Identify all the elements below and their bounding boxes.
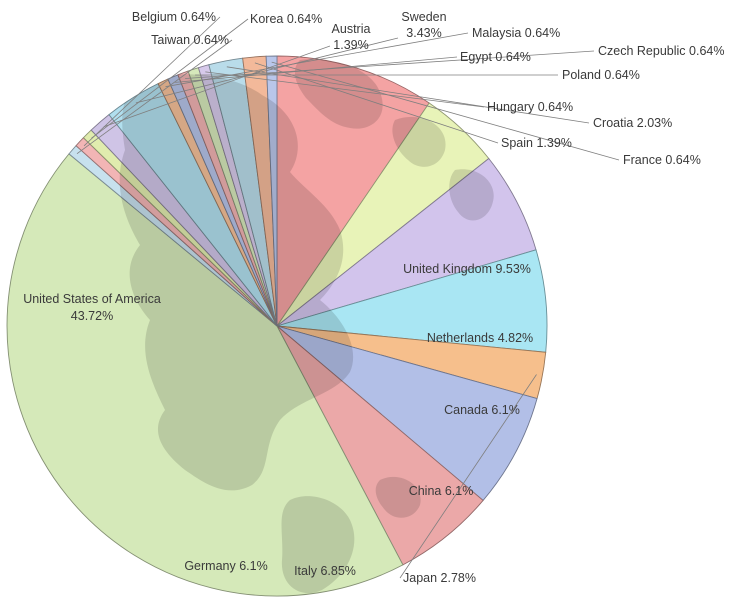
pie-slices: [6, 55, 548, 597]
data-label-france: France 0.64%: [623, 153, 701, 167]
leader-line-austria: [103, 45, 331, 128]
data-label-spain: Spain 1.39%: [501, 136, 572, 150]
leader-line-taiwan: [76, 39, 233, 155]
data-labels: United Kingdom 9.53% Netherlands 4.82% Can…: [23, 10, 724, 585]
data-label-china: China 6.1%: [409, 484, 474, 498]
data-label-netherlands: Netherlands 4.82%: [427, 331, 533, 345]
data-label-taiwan: Taiwan 0.64%: [151, 33, 229, 47]
leader-line-japan: [399, 374, 537, 579]
leader-line-belgium: [83, 16, 221, 147]
pie-slice-united-kingdom: [276, 55, 430, 328]
world-map-overlay: [119, 59, 494, 594]
pie-slice-france: [265, 55, 278, 327]
leader-line-france: [271, 61, 620, 161]
leader-line-malaysia: [165, 32, 469, 88]
data-label-canada: Canada 6.1%: [444, 403, 520, 417]
data-label-malaysia: Malaysia 0.64%: [472, 26, 560, 40]
data-label-united-states-of-america: United States of America 43.72%: [23, 292, 161, 323]
data-label-hungary: Hungary 0.64%: [487, 100, 573, 114]
data-label-italy: Italy 6.85%: [294, 564, 356, 578]
data-label-korea: Korea 0.64%: [250, 12, 322, 26]
data-label-czech-republic: Czech Republic 0.64%: [598, 44, 724, 58]
leader-line-hungary: [205, 71, 485, 108]
leader-line-czech-republic: [185, 50, 595, 79]
data-label-belgium: Belgium 0.64%: [132, 10, 216, 24]
leader-lines: [76, 16, 620, 579]
leader-line-sweden: [135, 37, 399, 104]
data-label-egypt: Egypt 0.64%: [460, 50, 531, 64]
leader-line-croatia: [226, 66, 590, 124]
data-label-germany: Germany 6.1%: [184, 559, 267, 573]
leader-line-spain: [254, 62, 499, 144]
data-label-united-kingdom: United Kingdom 9.53%: [403, 262, 531, 276]
data-label-japan: Japan 2.78%: [403, 571, 476, 585]
leader-line-korea: [91, 18, 249, 139]
data-label-austria: Austria 1.39%: [332, 22, 371, 52]
pie-slice-italy: [276, 325, 538, 502]
data-label-poland: Poland 0.64%: [562, 68, 640, 82]
data-label-croatia: Croatia 2.03%: [593, 116, 672, 130]
pie-slice-united-states-of-america: [6, 153, 404, 597]
data-label-sweden: Sweden 3.43%: [401, 10, 446, 40]
